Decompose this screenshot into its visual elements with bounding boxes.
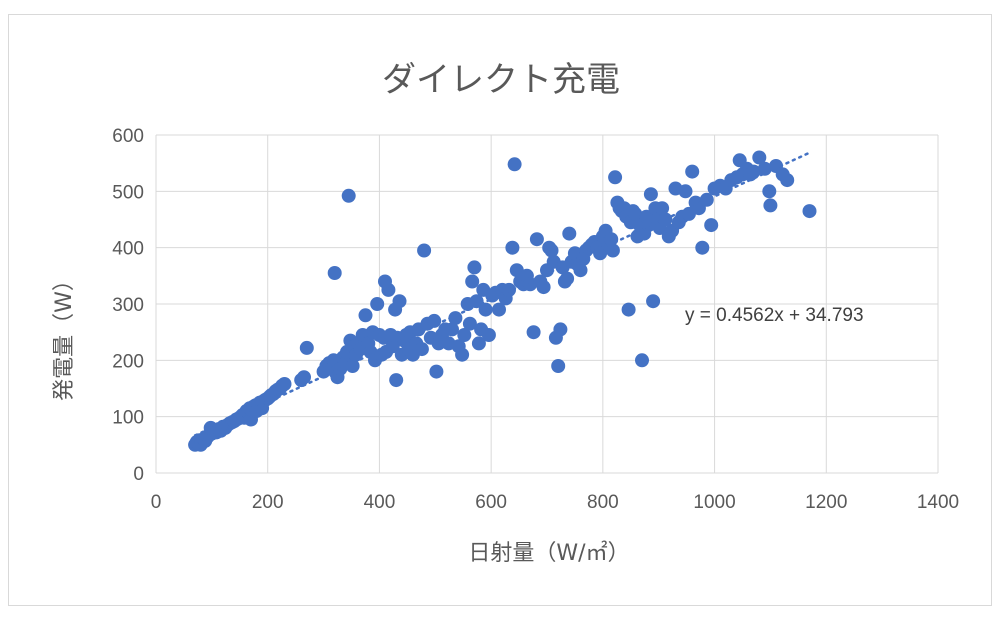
data-point: [417, 243, 432, 258]
trendline-path: [193, 151, 811, 437]
y-tick-label: 0: [133, 464, 144, 485]
x-tick-label: 600: [475, 492, 507, 513]
data-point: [469, 294, 484, 309]
data-points: [188, 150, 817, 452]
data-point: [605, 243, 620, 258]
data-point: [505, 240, 520, 255]
x-tick-label: 400: [364, 492, 396, 513]
data-point: [746, 164, 761, 179]
x-tick-label: 1400: [917, 492, 959, 513]
data-point: [685, 164, 700, 179]
data-point: [544, 243, 559, 258]
data-point: [695, 240, 710, 255]
data-point: [678, 184, 693, 199]
y-tick-label: 200: [112, 351, 144, 372]
data-point: [802, 204, 817, 219]
data-point: [478, 302, 493, 317]
data-point: [341, 188, 356, 203]
data-point: [381, 282, 396, 297]
data-point: [704, 218, 719, 233]
data-point: [635, 353, 649, 368]
data-point: [492, 302, 506, 317]
data-point: [457, 328, 472, 342]
data-point: [297, 370, 311, 385]
data-point: [655, 201, 670, 216]
y-axis-title: 発電量（W）: [52, 269, 77, 401]
data-point: [455, 347, 470, 362]
scatter-chart: ダイレクト充電 0 100 200 300 400 500 600 0 200 400 600 80…: [52, 60, 959, 566]
data-point: [462, 316, 477, 331]
data-point: [427, 313, 442, 328]
data-point: [562, 226, 577, 241]
data-point: [628, 206, 643, 221]
data-point: [467, 260, 482, 275]
data-point: [553, 322, 568, 337]
data-point: [646, 294, 661, 309]
y-tick-label: 600: [112, 126, 144, 147]
x-tick-label: 0: [151, 492, 162, 513]
y-tick-label: 100: [112, 408, 144, 429]
data-point: [560, 271, 575, 286]
x-axis-ticks: 0 200 400 600 800 1000 1200 1400: [151, 492, 959, 513]
data-point: [529, 232, 544, 247]
data-point: [277, 377, 292, 391]
data-point: [414, 342, 429, 357]
trendline: [193, 151, 811, 437]
y-axis-ticks: 0 100 200 300 400 500 600: [112, 126, 144, 485]
data-point: [608, 170, 623, 185]
x-tick-label: 1000: [693, 492, 735, 513]
data-point: [551, 359, 566, 373]
data-point: [526, 325, 541, 340]
data-point: [502, 282, 516, 297]
gridlines: [155, 134, 939, 474]
data-point: [327, 266, 342, 280]
data-point: [392, 294, 407, 309]
data-point: [643, 187, 658, 202]
data-point: [481, 328, 496, 342]
data-point: [465, 274, 480, 289]
data-point: [299, 340, 314, 355]
y-tick-label: 300: [112, 295, 144, 316]
x-tick-label: 1200: [805, 492, 847, 513]
chart-title: ダイレクト充電: [382, 60, 620, 100]
x-tick-label: 200: [252, 492, 284, 513]
data-point: [763, 198, 778, 213]
data-point: [389, 373, 404, 388]
data-point: [536, 280, 551, 295]
trendline-equation: y = 0.4562x + 34.793: [685, 305, 864, 326]
data-point: [507, 157, 522, 172]
data-point: [780, 173, 795, 188]
data-point: [699, 192, 714, 207]
chart-area: ダイレクト充電 0 100 200 300 400 500 600 0 200 400 600 80…: [8, 14, 992, 606]
x-axis-title: 日射量（W/㎡）: [468, 540, 629, 566]
data-point: [762, 184, 777, 199]
data-point: [448, 311, 463, 326]
data-point: [752, 150, 767, 165]
data-point: [621, 302, 636, 317]
data-point: [370, 297, 385, 311]
y-tick-label: 500: [112, 182, 144, 203]
data-point: [471, 336, 486, 351]
data-point: [445, 322, 459, 337]
data-point: [573, 263, 588, 278]
y-tick-label: 400: [112, 239, 144, 260]
data-point: [429, 364, 444, 379]
data-point: [358, 308, 373, 323]
x-tick-label: 800: [587, 492, 619, 513]
